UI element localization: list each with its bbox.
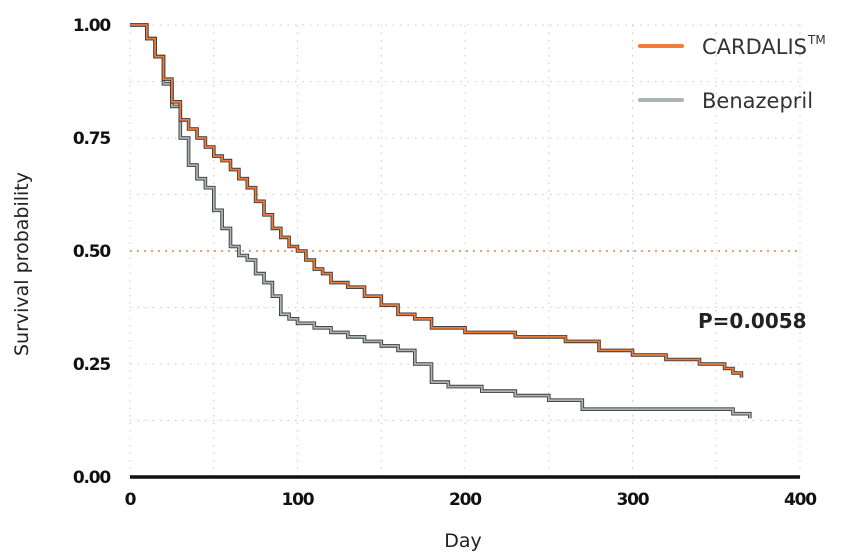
grid-lines: [129, 24, 801, 477]
y-tick-label: 0.25: [73, 355, 111, 375]
x-tick-label: 400: [784, 490, 817, 510]
y-tick-label: 1.00: [73, 16, 112, 36]
y-tick-labels: 0.00 0.25 0.50 0.75 1.00: [73, 16, 113, 488]
series-line-benazepril: [130, 24, 751, 419]
y-tick-label: 0.75: [73, 129, 111, 149]
y-tick-label: 0.00: [73, 468, 112, 488]
series-outline: [130, 23, 744, 378]
p-value-annotation: P=0.0058: [698, 309, 807, 333]
y-axis-label: Survival probability: [11, 172, 33, 356]
legend-label: Benazepril: [702, 89, 813, 113]
x-tick-label: 0: [125, 490, 137, 510]
series-line-cardalis: [130, 24, 743, 378]
survival-curves: [130, 23, 752, 419]
x-tick-labels: 0 100 200 300 400: [125, 490, 819, 510]
legend-trademark: TM: [807, 33, 826, 47]
y-tick-label: 0.50: [73, 242, 112, 262]
x-axis-label: Day: [444, 530, 482, 552]
x-tick-label: 300: [617, 490, 650, 510]
x-tick-label: 100: [282, 490, 315, 510]
legend: CARDALIS TM Benazepril: [638, 33, 826, 113]
legend-label: CARDALIS: [702, 35, 807, 59]
x-tick-label: 200: [449, 490, 482, 510]
